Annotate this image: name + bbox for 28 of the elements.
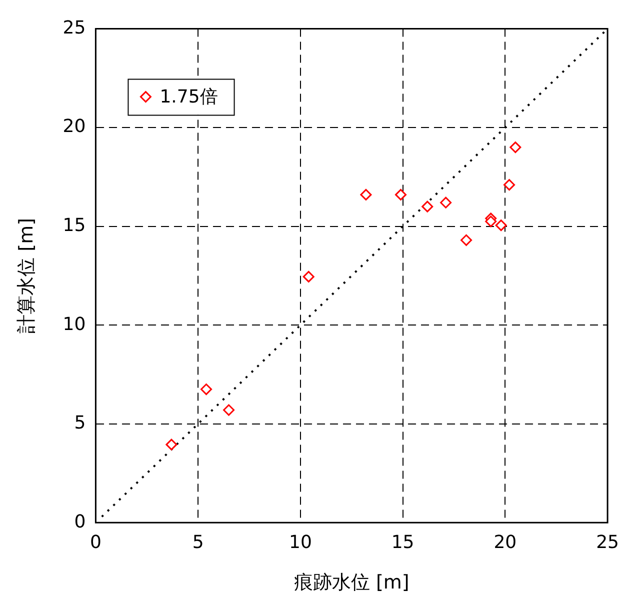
y-tick-label: 5 (74, 412, 86, 434)
point (485, 216, 497, 228)
y-tick-label: 0 (74, 511, 86, 532)
y-axis-title: 計算水位 [m] (15, 218, 38, 334)
legend-label: 1.75倍 (160, 86, 218, 108)
y-tick-label: 10 (62, 314, 86, 335)
point (200, 384, 212, 396)
y-tick-label: 25 (62, 17, 86, 38)
x-tick-label: 10 (288, 532, 312, 554)
y-tick-label: 15 (62, 214, 86, 236)
point (440, 196, 452, 208)
point (223, 404, 235, 416)
point (504, 179, 516, 191)
point (510, 142, 522, 154)
x-tick-label: 5 (192, 532, 204, 554)
x-tick-label: 15 (391, 532, 414, 554)
x-axis-title: 痕跡水位 [m] (294, 572, 410, 594)
point (302, 270, 314, 282)
point (395, 188, 407, 200)
point (360, 188, 372, 200)
x-tick-label: 25 (596, 532, 619, 554)
x-tick-label: 20 (494, 532, 517, 554)
point (460, 234, 472, 246)
x-tick-label: 0 (90, 532, 102, 554)
point (422, 200, 434, 212)
point (166, 438, 178, 450)
y-tick-label: 20 (62, 116, 86, 138)
point (495, 220, 507, 232)
